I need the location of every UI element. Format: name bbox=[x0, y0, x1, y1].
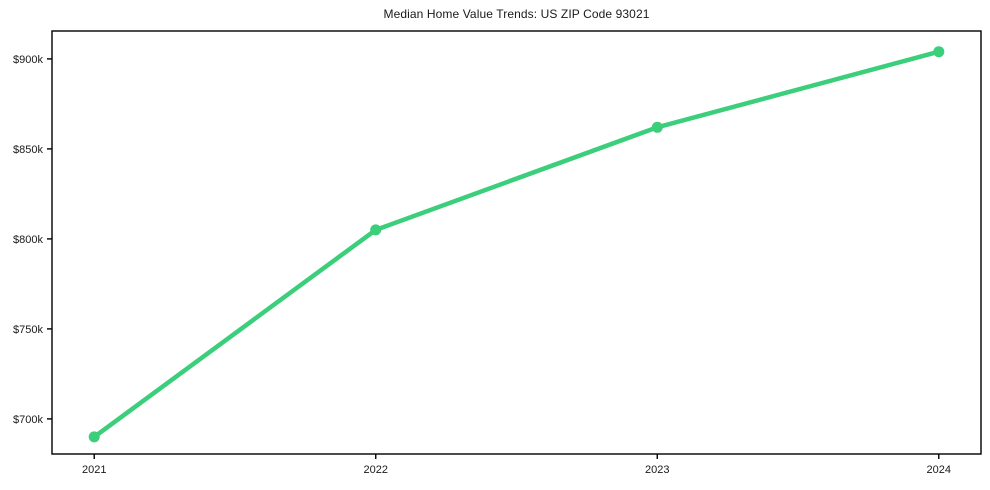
x-axis-tick-label: 2024 bbox=[927, 464, 951, 476]
x-axis-tick-label: 2022 bbox=[364, 464, 388, 476]
y-axis-tick-label: $900k bbox=[13, 54, 43, 66]
x-axis-tick-label: 2021 bbox=[82, 464, 106, 476]
y-axis-tick-label: $750k bbox=[13, 324, 43, 336]
x-axis-tick-label: 2023 bbox=[645, 464, 669, 476]
data-point-marker bbox=[651, 121, 663, 133]
data-point-marker bbox=[88, 431, 100, 443]
data-point-marker bbox=[933, 46, 945, 58]
trend-line bbox=[91, 49, 942, 440]
chart-title: Median Home Value Trends: US ZIP Code 93… bbox=[383, 7, 650, 21]
y-axis-tick-label: $800k bbox=[13, 234, 43, 246]
plot-border bbox=[51, 30, 982, 455]
y-axis-tick-label: $700k bbox=[13, 414, 43, 426]
y-axis-tick-label: $850k bbox=[13, 144, 43, 156]
data-point-marker bbox=[370, 224, 382, 236]
